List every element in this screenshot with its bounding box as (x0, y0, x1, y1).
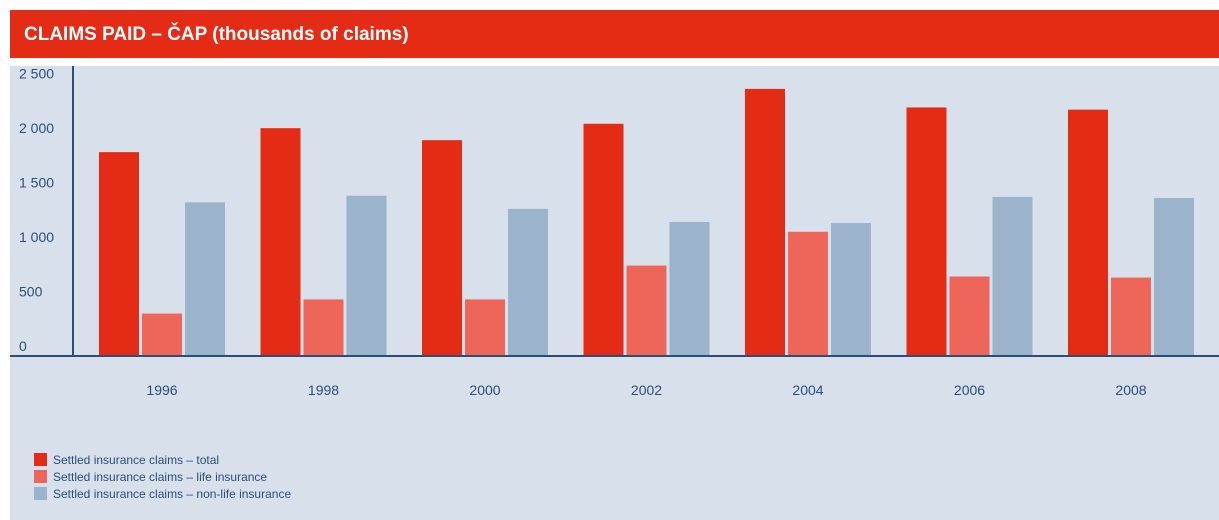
x-tick-label: 2000 (469, 382, 500, 398)
x-tick-label: 2002 (631, 382, 662, 398)
bar (992, 196, 1033, 355)
bar (99, 152, 139, 355)
chart-title-bar: CLAIMS PAID – ČAP (thousands of claims) (10, 10, 1219, 58)
legend-item-non-life: Settled insurance claims – non-life insu… (34, 485, 291, 502)
bar (583, 123, 624, 355)
legend-label-non-life: Settled insurance claims – non-life insu… (53, 486, 292, 501)
chart-title: CLAIMS PAID – ČAP (thousands of claims) (24, 24, 409, 45)
legend-label-life: Settled insurance claims – life insuranc… (53, 469, 268, 484)
y-tick-label: 1 500 (19, 174, 54, 190)
legend-label-total: Settled insurance claims – total (53, 452, 220, 467)
bar (1111, 277, 1151, 355)
legend-item-life: Settled insurance claims – life insuranc… (34, 468, 291, 485)
bar (1154, 197, 1194, 355)
legend-swatch-total (34, 453, 47, 466)
y-tick-label: 1 000 (19, 229, 54, 245)
bar (508, 208, 548, 355)
legend-swatch-life (34, 470, 47, 483)
bar (303, 299, 344, 355)
bar (831, 223, 871, 355)
bar (626, 265, 667, 355)
bar (669, 221, 710, 355)
x-tick-label: 1998 (308, 382, 339, 398)
legend-swatch-non-life (34, 487, 47, 500)
bar (745, 88, 785, 355)
y-tick-label: 2 000 (19, 120, 54, 136)
legend-item-total: Settled insurance claims – total (34, 451, 291, 468)
x-tick-label: 2006 (954, 382, 985, 398)
y-tick-label: 0 (19, 338, 27, 354)
legend: Settled insurance claims – total Settled… (34, 451, 291, 502)
bar (906, 107, 947, 355)
bar (346, 195, 387, 355)
bar (949, 276, 990, 355)
bar (788, 231, 828, 355)
bar (185, 202, 225, 355)
bar (422, 140, 462, 355)
bar (465, 299, 505, 355)
bar (1068, 109, 1108, 355)
bar (260, 128, 301, 355)
x-tick-label: 2004 (792, 382, 823, 398)
y-tick-label: 2 500 (19, 65, 54, 81)
y-tick-label: 500 (19, 283, 43, 299)
x-tick-label: 1996 (146, 382, 177, 398)
x-tick-label: 2008 (1115, 382, 1146, 398)
bar (142, 313, 182, 355)
